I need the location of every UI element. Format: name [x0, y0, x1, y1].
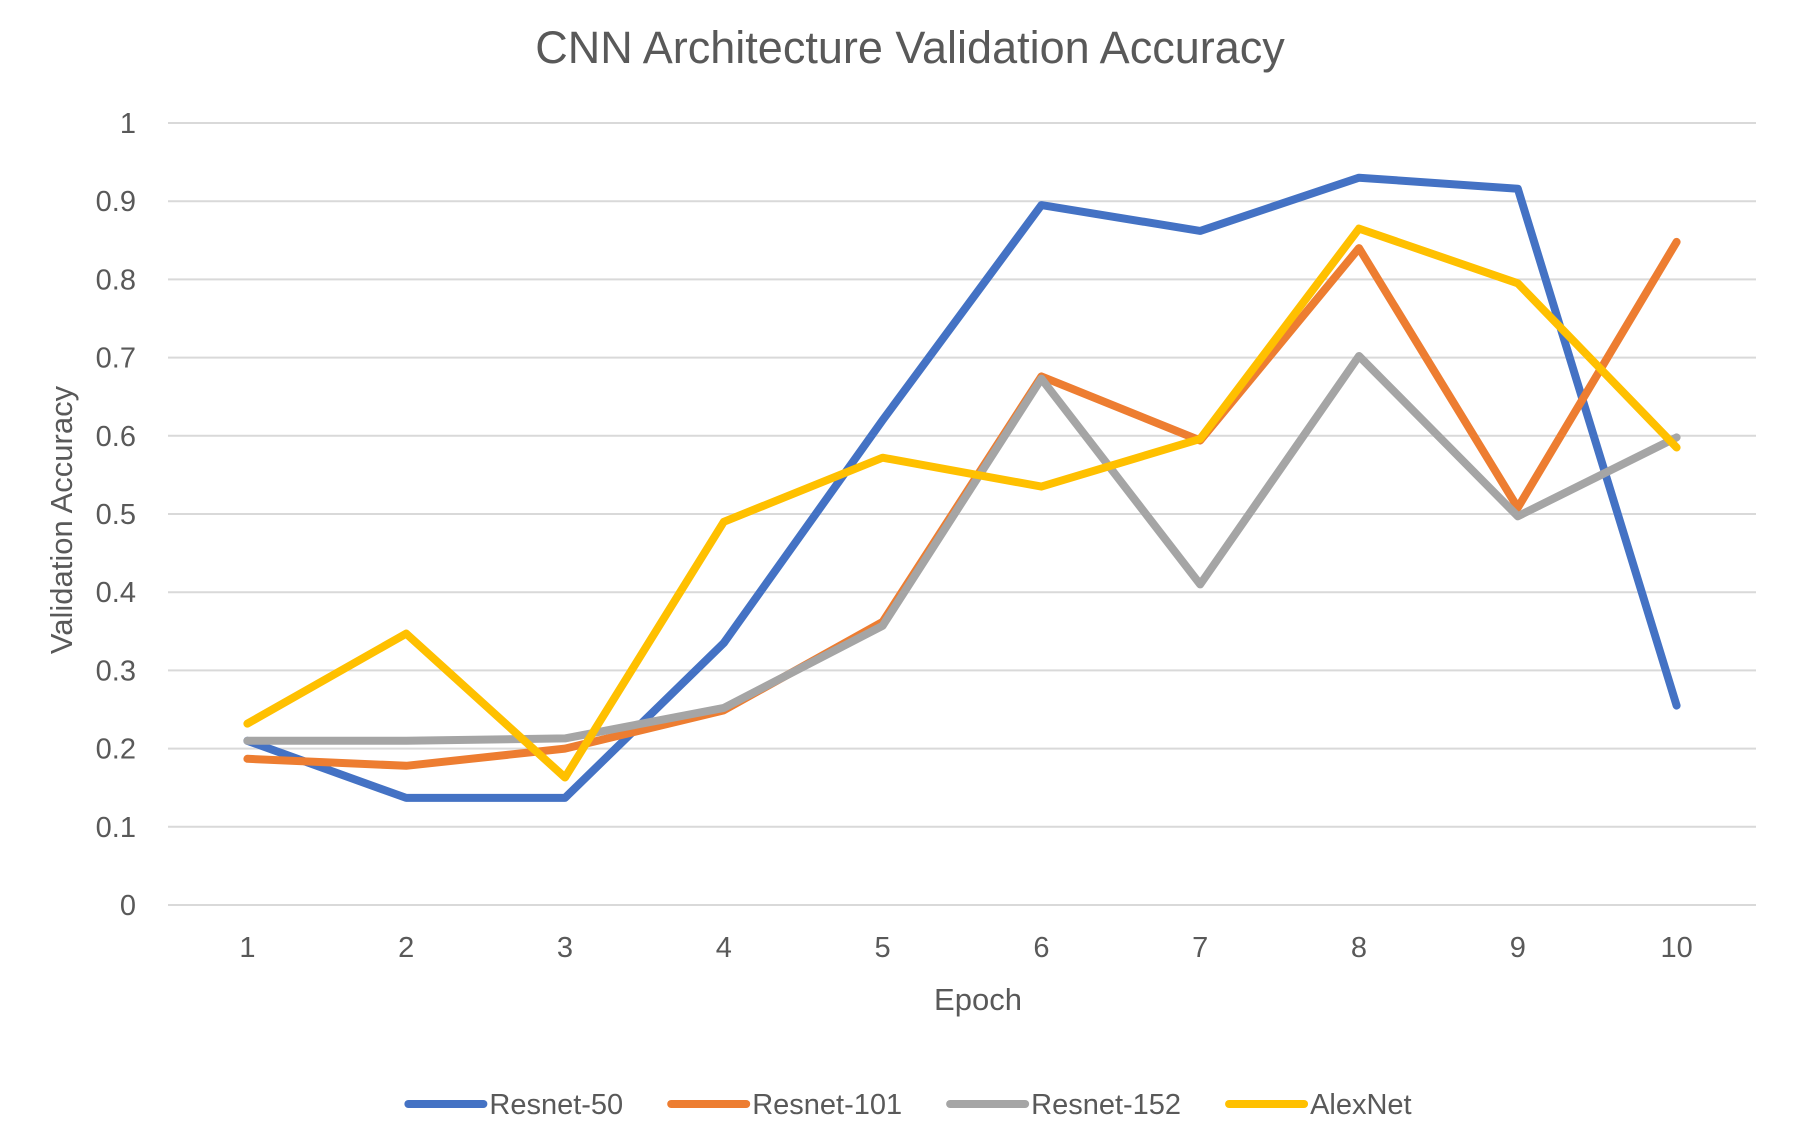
series-layer	[243, 173, 1681, 802]
x-tick-label: 9	[1510, 932, 1526, 964]
x-tick-label: 5	[875, 932, 891, 964]
series-line-resnet-50	[243, 173, 1681, 802]
y-tick-label: 0.3	[96, 655, 136, 687]
x-tick-label: 2	[398, 932, 414, 964]
y-tick-label: 1	[120, 108, 136, 140]
series-line-resnet-152	[243, 352, 1681, 745]
legend-label-alexnet: AlexNet	[1310, 1089, 1412, 1121]
x-tick-label: 3	[557, 932, 573, 964]
x-tick-label: 1	[239, 932, 255, 964]
legend: Resnet-50 Resnet-101 Resnet-152 AlexNet	[404, 1089, 1412, 1121]
y-tick-label: 0.5	[96, 499, 136, 531]
x-tick-label: 4	[716, 932, 732, 964]
y-tick-label: 0.7	[96, 343, 136, 375]
y-tick-label: 0.6	[96, 421, 136, 453]
legend-label-resnet-50: Resnet-50	[489, 1089, 623, 1121]
series-line-alexnet	[243, 224, 1681, 782]
y-tick-label: 0.2	[96, 734, 136, 766]
legend-label-resnet-152: Resnet-152	[1031, 1089, 1181, 1121]
legend-label-resnet-101: Resnet-101	[752, 1089, 902, 1121]
x-tick-label: 6	[1033, 932, 1049, 964]
x-axis-title: Epoch	[934, 982, 1022, 1017]
grid-layer	[168, 122, 1756, 906]
y-tick-label: 0.1	[96, 812, 136, 844]
y-tick-label: 0.8	[96, 264, 136, 296]
x-tick-label: 7	[1192, 932, 1208, 964]
y-tick-label: 0	[120, 890, 136, 922]
x-axis-ticks: 1 2 3 4 5 6 7 8 9 10	[239, 932, 1692, 964]
y-tick-label: 0.4	[96, 577, 136, 609]
chart-title: CNN Architecture Validation Accuracy	[535, 22, 1285, 73]
x-tick-label: 10	[1660, 932, 1692, 964]
y-tick-label: 0.9	[96, 186, 136, 218]
y-axis-ticks: 0 0.1 0.2 0.3 0.4 0.5 0.6 0.7 0.8 0.9 1	[96, 108, 136, 922]
y-axis-title: Validation Accuracy	[44, 385, 79, 654]
x-tick-label: 8	[1351, 932, 1367, 964]
